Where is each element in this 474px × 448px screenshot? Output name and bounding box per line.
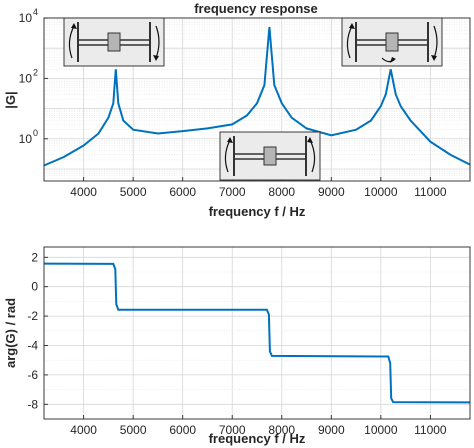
x-tick-label: 10000 (364, 423, 398, 437)
x-tick-label: 6000 (169, 423, 196, 437)
x-tick-label: 4000 (70, 185, 97, 199)
magnitude-y-label: |G| (3, 91, 18, 108)
mode-inset-2 (219, 131, 321, 181)
phase-grid (44, 247, 470, 420)
x-tick-label: 11000 (414, 185, 447, 199)
phase-series-line (43, 262, 471, 404)
x-tick-label: 11000 (414, 423, 447, 437)
x-tick-label: 8000 (268, 423, 295, 437)
phase-y-ticks: 2 0 -2 -4 -6 -8 (27, 250, 48, 411)
phase-curve-layer (43, 262, 471, 404)
x-tick-label: 10000 (364, 185, 398, 199)
phase-axes-frame (43, 246, 471, 420)
phase-x-ticks: 4000 5000 6000 7000 8000 9000 10000 11000 (70, 415, 447, 437)
x-tick-label: 7000 (219, 423, 246, 437)
phase-chart: 4000 5000 6000 7000 8000 9000 10000 11000 2 0 -2 -… (3, 246, 471, 446)
x-tick-label: 8000 (268, 185, 295, 199)
y-tick-label: 2 (31, 250, 38, 264)
y-tick-label: 10 (19, 71, 33, 85)
x-tick-label: 6000 (169, 185, 196, 199)
y-tick-exponent: 0 (33, 128, 38, 138)
mass-spring-diagram-icon (77, 22, 151, 62)
y-tick-label: -4 (27, 338, 38, 352)
magnitude-x-ticks: 4000 5000 6000 7000 8000 9000 10000 11000 (70, 177, 447, 199)
mass-spring-diagram-icon (355, 22, 429, 62)
y-tick-label: 10 (19, 11, 33, 25)
magnitude-series-line (43, 27, 471, 167)
curved-arrow-icon (224, 137, 316, 173)
curved-arrow-icon (346, 23, 438, 63)
y-tick-label: 10 (19, 132, 33, 146)
x-tick-label: 5000 (120, 423, 147, 437)
y-tick-label: -8 (27, 397, 38, 411)
y-tick-label: -6 (27, 368, 38, 382)
y-tick-label: 0 (31, 280, 38, 294)
mode-inset-1 (63, 17, 165, 67)
x-tick-label: 9000 (318, 185, 345, 199)
curved-arrow-icon (68, 23, 160, 61)
magnitude-x-label: frequency f / Hz (209, 204, 306, 219)
x-tick-label: 7000 (219, 185, 246, 199)
y-tick-label: -2 (27, 309, 38, 323)
x-tick-label: 9000 (318, 423, 345, 437)
mode-inset-3 (341, 17, 443, 67)
y-tick-exponent: 2 (33, 67, 38, 77)
mass-spring-diagram-icon (233, 136, 307, 176)
magnitude-axes-frame (43, 17, 471, 182)
x-tick-label: 5000 (120, 185, 147, 199)
magnitude-curve-layer (43, 27, 471, 167)
y-tick-exponent: 4 (33, 7, 38, 17)
magnitude-chart-title: frequency response (194, 1, 318, 16)
phase-y-label: arg(G) / rad (3, 298, 18, 368)
x-tick-label: 4000 (70, 423, 97, 437)
magnitude-chart: frequency response 4000 5000 6000 7000 8000 9… (3, 1, 471, 219)
phase-x-label: frequency f / Hz (209, 431, 306, 446)
